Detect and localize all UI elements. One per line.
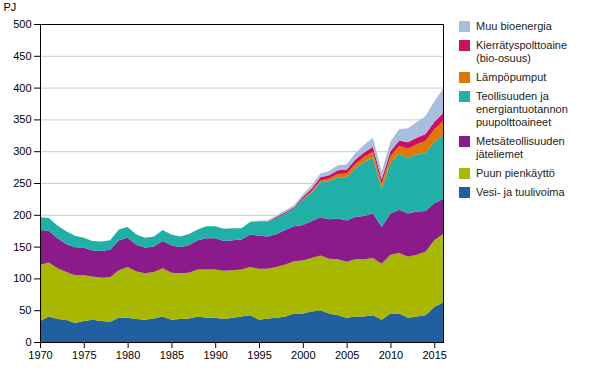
html-text:Metsäteollisuuden jäteliemet: Metsäteollisuuden jäteliemet (476, 135, 565, 160)
svg-text:1985: 1985 (160, 349, 184, 361)
svg-text:1970: 1970 (28, 349, 52, 361)
svg-text:350: 350 (13, 113, 31, 125)
html-text:Teollisuuden ja energiantuotan: Teollisuuden ja energiantuotannon puupol… (476, 90, 568, 128)
svg-text:1990: 1990 (203, 349, 227, 361)
svg-text:1995: 1995 (247, 349, 271, 361)
svg-text:2010: 2010 (379, 349, 403, 361)
html-text:Kierrätyspolttoaine (bio-osuus: Kierrätyspolttoaine (bio-osuus) (476, 39, 568, 64)
svg-text:1975: 1975 (72, 349, 96, 361)
svg-text:100: 100 (13, 272, 31, 284)
svg-text:400: 400 (13, 82, 31, 94)
html-text:Vesi- ja tuulivoima: Vesi- ja tuulivoima (476, 186, 565, 198)
svg-text:250: 250 (13, 177, 31, 189)
svg-text:450: 450 (13, 50, 31, 62)
svg-text:2005: 2005 (335, 349, 359, 361)
svg-text:300: 300 (13, 145, 31, 157)
html-text:Lämpöpumput: Lämpöpumput (476, 71, 547, 83)
svg-text:50: 50 (19, 304, 31, 316)
svg-text:PJ: PJ (4, 1, 17, 13)
svg-text:0: 0 (25, 336, 31, 348)
svg-text:2015: 2015 (422, 349, 446, 361)
html-text:Puun pienkäyttö: Puun pienkäyttö (476, 167, 555, 179)
svg-text:200: 200 (13, 209, 31, 221)
svg-text:500: 500 (13, 18, 31, 30)
html-text:Muu bioenergia: Muu bioenergia (476, 20, 552, 32)
svg-text:1980: 1980 (116, 349, 140, 361)
svg-text:2000: 2000 (291, 349, 315, 361)
svg-text:150: 150 (13, 241, 31, 253)
